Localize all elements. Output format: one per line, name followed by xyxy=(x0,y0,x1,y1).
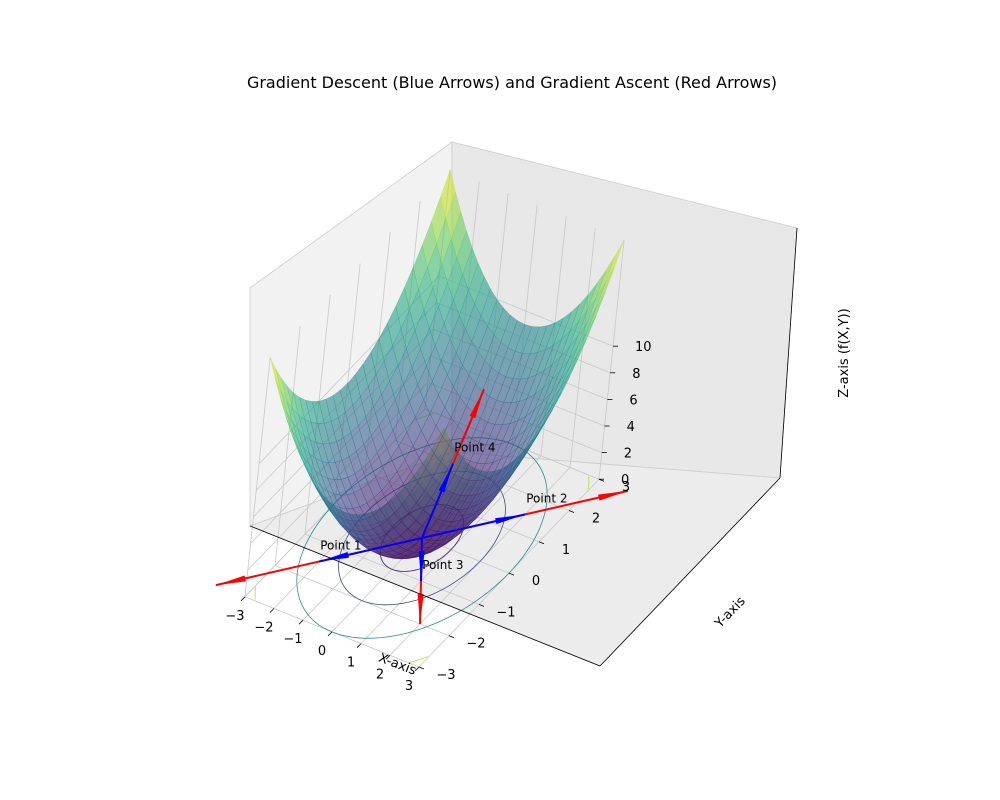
tick-mark xyxy=(327,631,333,637)
tick-mark xyxy=(568,510,575,513)
tick-mark xyxy=(418,666,425,670)
point-annotations: Point 1 Point 2 Point 3 Point 4 xyxy=(320,441,567,572)
tick-mark xyxy=(298,619,304,625)
point-label: Point 2 xyxy=(526,491,567,505)
z-axis-label: Z-axis (f(X,Y)) xyxy=(837,308,852,397)
tick-mark xyxy=(448,635,455,639)
point-label: Point 3 xyxy=(422,558,463,572)
tick-mark xyxy=(240,596,246,602)
ascent-arrow-head xyxy=(598,490,628,501)
x-tick-label: 3 xyxy=(405,679,413,694)
ascent-arrow-head xyxy=(417,593,424,624)
tick-mark xyxy=(508,572,515,576)
tick-mark xyxy=(414,666,420,672)
x-tick-label: −2 xyxy=(254,621,273,636)
y-tick-label: 3 xyxy=(622,480,630,495)
tick-mark xyxy=(385,655,391,660)
x-tick-label: −3 xyxy=(225,609,244,624)
ascent-arrow-head xyxy=(469,389,484,419)
wall-grid-y xyxy=(274,326,301,566)
z-tick-label: 6 xyxy=(629,393,637,408)
descent-arrow-head xyxy=(495,514,525,525)
tick-mark xyxy=(269,608,275,613)
z-tick-label: 10 xyxy=(635,340,652,355)
x-tick-label: −1 xyxy=(283,632,302,647)
y-tick-label: −2 xyxy=(466,637,485,652)
wall-grid-y xyxy=(244,357,271,597)
z-tick-label: 2 xyxy=(624,447,632,462)
surface-patch xyxy=(440,168,456,220)
tick-mark xyxy=(478,604,485,607)
gradient-arrows xyxy=(215,389,629,625)
surface-mesh xyxy=(270,168,625,560)
tick-mark xyxy=(538,541,545,545)
wall-grid-x xyxy=(598,239,625,480)
chart-title: Gradient Descent (Blue Arrows) and Gradi… xyxy=(247,73,777,92)
z-tick-label: 4 xyxy=(627,420,635,435)
x-tick-label: 2 xyxy=(376,667,384,682)
ascent-arrow-head xyxy=(216,575,246,586)
y-tick-label: 0 xyxy=(532,574,540,589)
z-axis-line xyxy=(779,227,798,479)
descent-arrow-head xyxy=(438,463,453,493)
x-tick-label: 1 xyxy=(347,656,355,671)
point-label: Point 1 xyxy=(320,539,361,553)
x-axis-line xyxy=(249,525,601,667)
x-tick-label: 0 xyxy=(318,644,326,659)
y-tick-label: −1 xyxy=(496,605,515,620)
z-tick-label: 0 xyxy=(621,473,629,488)
point-label: Point 4 xyxy=(454,441,495,455)
y-axis-line xyxy=(599,477,781,667)
y-axis-label: Y-axis xyxy=(711,594,748,632)
descent-arrow-head xyxy=(418,550,425,581)
y-tick-label: 1 xyxy=(562,543,570,558)
tick-mark xyxy=(356,643,362,648)
descent-arrow-head xyxy=(319,551,349,562)
y-tick-label: 2 xyxy=(592,512,600,527)
z-tick-label: 8 xyxy=(632,367,640,382)
y-tick-label: −3 xyxy=(436,668,455,683)
